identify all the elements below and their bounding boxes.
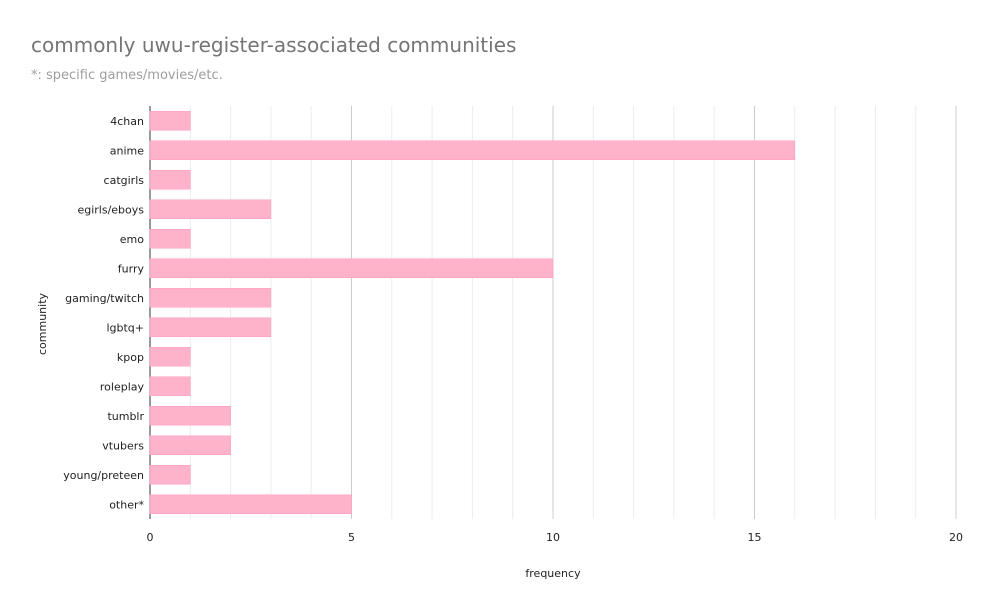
- bar: [149, 406, 231, 426]
- bars: [149, 111, 796, 514]
- y-tick-label: other*: [109, 498, 144, 511]
- y-tick-label: catgirls: [104, 174, 145, 187]
- y-tick-label: anime: [110, 144, 144, 157]
- y-tick-label: young/preteen: [63, 469, 144, 482]
- y-tick-label: lgbtq+: [106, 321, 144, 334]
- bar: [149, 288, 272, 308]
- y-tick-label: roleplay: [100, 380, 145, 393]
- bar: [149, 435, 231, 455]
- bar: [149, 111, 191, 131]
- y-tick-label: egirls/eboys: [77, 203, 144, 216]
- bar: [149, 170, 191, 190]
- bar: [149, 465, 191, 485]
- y-tick-label: 4chan: [110, 115, 144, 128]
- bar: [149, 199, 272, 219]
- bar: [149, 229, 191, 249]
- bar: [149, 347, 191, 367]
- y-tick-labels: 4chan anime catgirls egirls/eboys emo furry ga…: [63, 115, 144, 512]
- bar: [149, 140, 796, 160]
- x-tick-label: 5: [348, 531, 355, 544]
- x-tick-label: 20: [949, 531, 963, 544]
- bar: [149, 494, 352, 514]
- gridlines: [149, 106, 957, 519]
- x-axis-title: frequency: [525, 567, 581, 580]
- chart-subtitle: *: specific games/movies/etc.: [31, 68, 223, 83]
- x-tick-label: 10: [546, 531, 560, 544]
- bar: [149, 376, 191, 396]
- x-tick-label: 0: [147, 531, 154, 544]
- y-tick-label: vtubers: [102, 439, 144, 452]
- y-tick-label: emo: [120, 233, 144, 246]
- y-axis-title: community: [36, 292, 49, 355]
- y-tick-label: gaming/twitch: [65, 292, 144, 305]
- y-tick-label: kpop: [117, 351, 144, 364]
- x-tick-labels: 0 5 10 15 20: [147, 531, 964, 544]
- bar: [149, 258, 554, 278]
- y-tick-label: furry: [118, 262, 145, 275]
- y-tick-label: tumblr: [107, 410, 144, 423]
- bar: [149, 317, 272, 337]
- x-tick-label: 15: [748, 531, 762, 544]
- chart-title: commonly uwu-register-associated communi…: [31, 33, 517, 57]
